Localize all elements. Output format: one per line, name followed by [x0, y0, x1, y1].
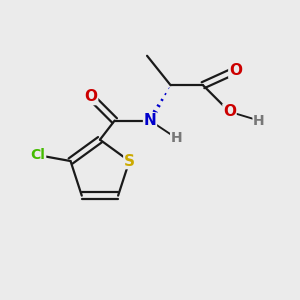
Text: H: H: [171, 131, 182, 145]
Text: O: O: [229, 63, 242, 78]
Text: S: S: [124, 154, 135, 169]
Text: O: O: [223, 104, 236, 119]
Text: O: O: [85, 89, 98, 104]
Text: N: N: [144, 113, 156, 128]
Text: Cl: Cl: [31, 148, 46, 162]
Text: H: H: [253, 114, 265, 128]
